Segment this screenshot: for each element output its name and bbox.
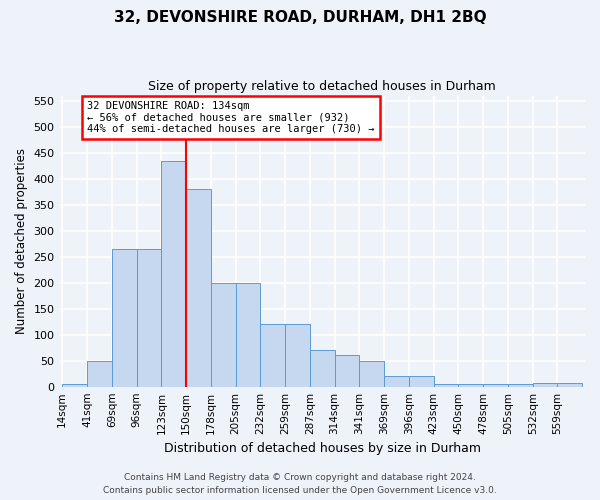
Bar [384,376,409,386]
Text: Contains HM Land Registry data © Crown copyright and database right 2024.
Contai: Contains HM Land Registry data © Crown c… [103,474,497,495]
Bar [236,282,260,387]
Bar [508,384,533,386]
X-axis label: Distribution of detached houses by size in Durham: Distribution of detached houses by size … [164,442,481,455]
Bar [557,383,582,386]
Bar [161,160,186,386]
Bar [87,360,112,386]
Bar [359,360,384,386]
Bar [285,324,310,386]
Bar [310,350,335,386]
Bar [483,384,508,386]
Bar [62,384,87,386]
Bar [260,324,285,386]
Bar [335,356,359,386]
Title: Size of property relative to detached houses in Durham: Size of property relative to detached ho… [148,80,496,93]
Bar [434,384,458,386]
Bar [186,189,211,386]
Bar [112,249,137,386]
Bar [211,282,236,387]
Text: 32, DEVONSHIRE ROAD, DURHAM, DH1 2BQ: 32, DEVONSHIRE ROAD, DURHAM, DH1 2BQ [113,10,487,25]
Bar [533,383,557,386]
Bar [137,249,161,386]
Y-axis label: Number of detached properties: Number of detached properties [15,148,28,334]
Bar [409,376,434,386]
Text: 32 DEVONSHIRE ROAD: 134sqm
← 56% of detached houses are smaller (932)
44% of sem: 32 DEVONSHIRE ROAD: 134sqm ← 56% of deta… [87,101,374,134]
Bar [458,384,483,386]
